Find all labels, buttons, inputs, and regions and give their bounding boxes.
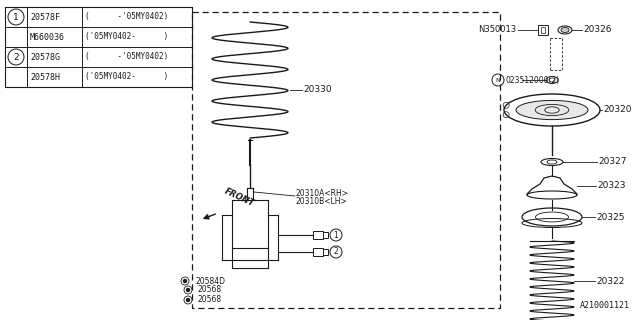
Text: 20323: 20323 (597, 181, 625, 190)
Ellipse shape (516, 100, 588, 120)
Bar (313, 248, 323, 256)
Bar (323, 232, 328, 238)
Text: 20584D: 20584D (195, 276, 225, 285)
Text: M660036: M660036 (30, 33, 65, 42)
Text: 1: 1 (333, 230, 339, 239)
Text: 20326: 20326 (583, 26, 611, 35)
Text: A210001121: A210001121 (580, 301, 630, 310)
Text: 2: 2 (13, 52, 19, 61)
Text: 20320: 20320 (603, 106, 632, 115)
Bar (323, 249, 328, 255)
Text: (      -'05MY0402): ( -'05MY0402) (85, 12, 168, 21)
Text: 20310B<LH>: 20310B<LH> (296, 196, 348, 205)
Text: 20578F: 20578F (30, 12, 60, 21)
Bar (5, 7, 192, 87)
Text: 20578G: 20578G (30, 52, 60, 61)
Bar (313, 231, 323, 239)
Text: 20325: 20325 (596, 212, 625, 221)
Bar (541, 27, 545, 33)
Text: (      -'05MY0402): ( -'05MY0402) (85, 52, 168, 61)
Text: ('05MY0402-      ): ('05MY0402- ) (85, 73, 168, 82)
Circle shape (184, 279, 186, 283)
Bar (538, 25, 548, 35)
Text: N: N (495, 77, 500, 83)
Text: 20322: 20322 (596, 276, 625, 285)
Text: 20568: 20568 (198, 295, 222, 305)
Text: 1: 1 (13, 12, 19, 21)
Text: 023512000(2): 023512000(2) (506, 76, 560, 84)
Text: ('05MY0402-      ): ('05MY0402- ) (85, 33, 168, 42)
Circle shape (186, 299, 189, 301)
Text: 20310A<RH>: 20310A<RH> (296, 188, 349, 197)
Text: N350013: N350013 (478, 26, 516, 35)
Ellipse shape (561, 28, 569, 33)
Text: 20330: 20330 (303, 85, 332, 94)
Text: FRONT: FRONT (223, 186, 256, 208)
Text: 20327: 20327 (598, 157, 627, 166)
Text: 20578H: 20578H (30, 73, 60, 82)
Circle shape (186, 289, 189, 292)
Text: 20568: 20568 (198, 285, 222, 294)
Text: 2: 2 (333, 247, 339, 257)
